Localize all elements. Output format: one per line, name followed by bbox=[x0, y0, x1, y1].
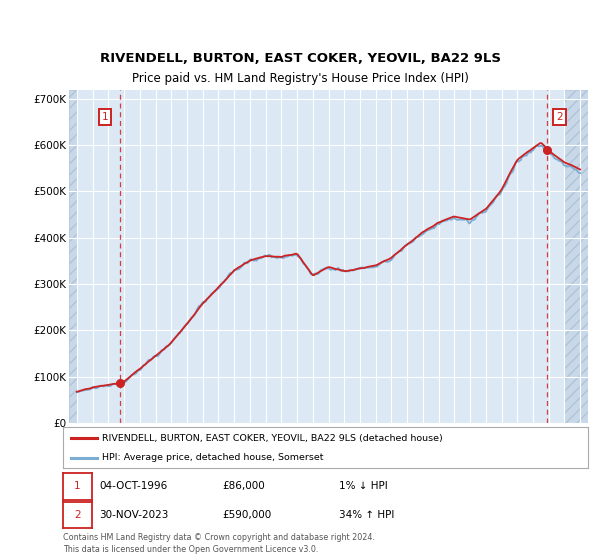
Text: 30-NOV-2023: 30-NOV-2023 bbox=[99, 510, 169, 520]
Bar bbox=[69, 90, 77, 423]
Text: 04-OCT-1996: 04-OCT-1996 bbox=[99, 482, 167, 491]
Text: Contains HM Land Registry data © Crown copyright and database right 2024.
This d: Contains HM Land Registry data © Crown c… bbox=[63, 533, 375, 554]
Bar bbox=[565, 90, 588, 423]
Text: £590,000: £590,000 bbox=[222, 510, 271, 520]
Text: 1% ↓ HPI: 1% ↓ HPI bbox=[339, 482, 388, 491]
Text: HPI: Average price, detached house, Somerset: HPI: Average price, detached house, Some… bbox=[103, 453, 324, 462]
Text: Price paid vs. HM Land Registry's House Price Index (HPI): Price paid vs. HM Land Registry's House … bbox=[131, 72, 469, 85]
Text: £86,000: £86,000 bbox=[222, 482, 265, 491]
Text: 1: 1 bbox=[102, 113, 109, 123]
Text: 34% ↑ HPI: 34% ↑ HPI bbox=[339, 510, 394, 520]
Text: 1: 1 bbox=[74, 482, 81, 491]
Text: RIVENDELL, BURTON, EAST COKER, YEOVIL, BA22 9LS: RIVENDELL, BURTON, EAST COKER, YEOVIL, B… bbox=[100, 52, 500, 66]
Text: 2: 2 bbox=[556, 113, 563, 123]
Text: 2: 2 bbox=[74, 510, 81, 520]
Text: RIVENDELL, BURTON, EAST COKER, YEOVIL, BA22 9LS (detached house): RIVENDELL, BURTON, EAST COKER, YEOVIL, B… bbox=[103, 433, 443, 442]
